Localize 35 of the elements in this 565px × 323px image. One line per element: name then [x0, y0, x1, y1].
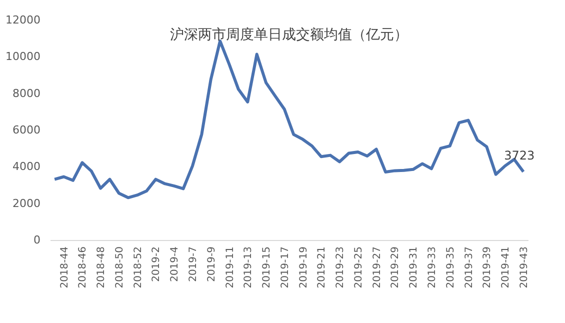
x-tick-label: 2019-7	[188, 246, 199, 282]
y-tick-label: 6000	[12, 124, 40, 136]
x-tick-label: 2019-11	[224, 246, 236, 288]
y-tick-label: 12000	[6, 14, 40, 26]
x-tick-label: 2019-41	[500, 246, 512, 288]
x-tick-label: 2019-27	[372, 246, 383, 288]
text: 沪深两市周度单日成交额均值（亿元）	[170, 27, 408, 43]
y-tick-label: 8000	[12, 86, 40, 100]
x-tick-label: 2019-19	[298, 246, 310, 288]
x-tick-label: 2019-4	[170, 246, 181, 282]
x-tick-label: 2019-2	[151, 246, 162, 282]
x-tick-label: 2018-52	[132, 246, 144, 288]
x-tick-label: 2019-13	[243, 246, 254, 288]
x-tick-label: 2019-37	[464, 246, 475, 288]
x-tick-label: 2019-43	[518, 246, 530, 288]
x-tick-label: 2018-50	[114, 246, 126, 288]
y-tick-label: 0	[34, 234, 40, 246]
x-tick-label: 2019-9	[206, 246, 218, 282]
x-tick-label: 2019-23	[335, 246, 346, 288]
x-tick-label: 2019-29	[390, 246, 402, 288]
x-tick-label: 2019-25	[353, 246, 364, 288]
y-tick-label: 4000	[12, 160, 40, 174]
x-tick-label: 2018-44	[59, 246, 70, 288]
x-tick-label: 2019-21	[316, 246, 328, 288]
x-tick-label: 2018-46	[78, 246, 89, 288]
x-tick-label: 2019-35	[445, 246, 456, 288]
x-tick-label: 2018-48	[96, 246, 108, 288]
x-tick-label: 2019-39	[482, 246, 494, 288]
x-tick-label: 2019-15	[262, 246, 273, 288]
x-tick-label: 2019-17	[280, 246, 291, 288]
y-tick-label: 10000	[6, 50, 40, 64]
x-tick-label: 2019-31	[408, 246, 420, 288]
y-tick-label: 2000	[12, 196, 40, 210]
x-tick-label: 2019-33	[426, 246, 438, 288]
data-label: 3723	[504, 148, 535, 163]
